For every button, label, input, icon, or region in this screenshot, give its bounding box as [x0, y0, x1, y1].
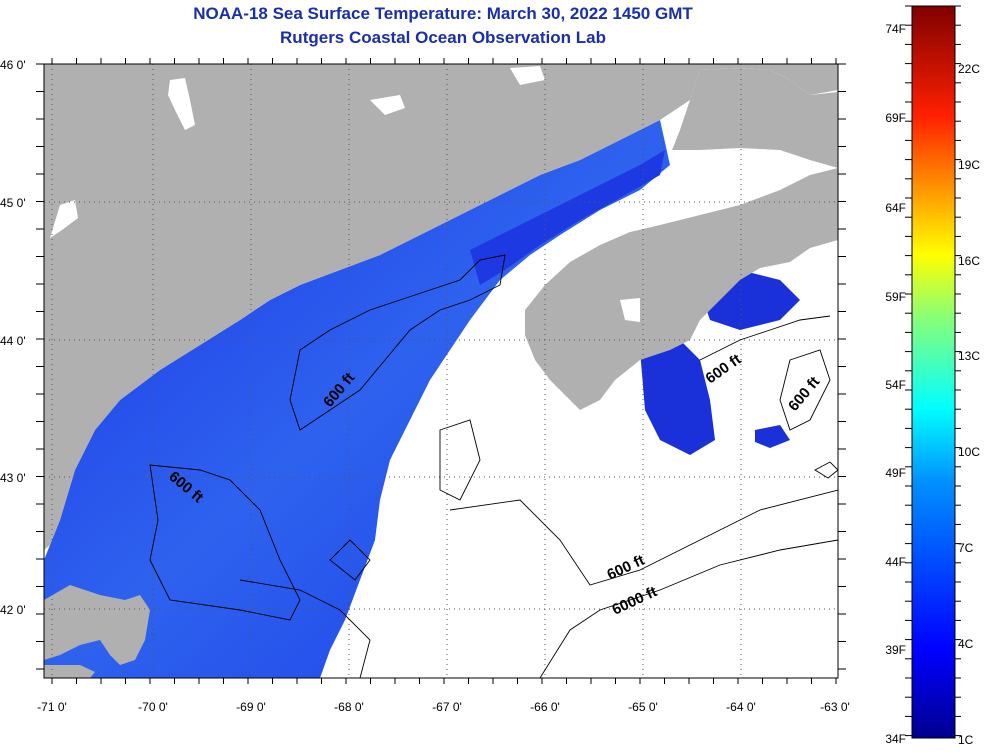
lon-label: -63 0': [820, 700, 850, 714]
land-lake: [50, 200, 78, 238]
colorbar-c-label: 16C: [958, 254, 980, 268]
land-cape-cod: [44, 585, 150, 665]
land-lake: [620, 298, 640, 322]
colorbar-f-label: 34F: [885, 732, 906, 746]
map-title: NOAA-18 Sea Surface Temperature: March 3…: [193, 4, 693, 23]
lon-label: -66 0': [530, 700, 560, 714]
land-lake: [510, 66, 545, 85]
lat-label: 44 0': [0, 334, 26, 348]
lat-label: 42 0': [0, 603, 26, 617]
colorbar-f-label: 69F: [885, 111, 906, 125]
colorbar-f-label: 54F: [885, 378, 906, 392]
lon-label: -68 0': [334, 700, 364, 714]
colorbar-f-label: 59F: [885, 290, 906, 304]
sst-bay-of-fundy: [470, 150, 665, 285]
colorbar-c-label: 22C: [958, 62, 980, 76]
land-northeast: [672, 68, 838, 168]
colorbar-f-labels: 74F 69F 64F 59F 54F 49F 44F 39F 34F: [885, 22, 906, 746]
colorbar-f-label: 64F: [885, 201, 906, 215]
lat-label: 46 0': [0, 58, 26, 72]
lat-label: 45 0': [0, 196, 26, 210]
sst-scotian-patch: [640, 340, 715, 455]
colorbar-c-labels: 22C 19C 16C 13C 10C 7C 4C 1C: [958, 62, 980, 747]
colorbar-f-label: 49F: [885, 466, 906, 480]
colorbar-c-label: 13C: [958, 349, 980, 363]
land-mainland: [44, 64, 838, 550]
land-nova-scotia: [525, 168, 838, 410]
colorbar-c-label: 19C: [958, 158, 980, 172]
colorbar-f-label: 44F: [885, 555, 906, 569]
colorbar-c-label: 1C: [958, 733, 974, 747]
land-islands: [44, 665, 95, 678]
colorbar-f-label: 39F: [885, 643, 906, 657]
map-panel: 600 ft 600 ft 600 ft 600 ft 600 ft 6000 …: [44, 64, 838, 678]
colorbar-c-label: 4C: [958, 637, 974, 651]
lon-label: -70 0': [138, 700, 168, 714]
colorbar-c-label: 10C: [958, 445, 980, 459]
sst-scotian-patch: [755, 425, 790, 448]
colorbar-ticks: [905, 5, 961, 737]
lon-label: -71 0': [37, 700, 67, 714]
colorbar-c-label: 7C: [958, 541, 974, 555]
land-lake: [680, 150, 790, 195]
latitude-labels: 46 0' 45 0' 44 0' 43 0' 42 0': [0, 58, 26, 617]
bathymetry-contours: [149, 254, 838, 678]
lon-label: -65 0': [628, 700, 658, 714]
tick-marks: [36, 58, 846, 684]
land-lake: [370, 95, 405, 115]
lon-label: -67 0': [432, 700, 462, 714]
lon-label: -69 0': [236, 700, 266, 714]
colorbar: [911, 5, 956, 739]
longitude-labels: -71 0' -70 0' -69 0' -68 0' -67 0' -66 0…: [37, 700, 850, 714]
lat-label: 43 0': [0, 471, 26, 485]
map-subtitle: Rutgers Coastal Ocean Observation Lab: [280, 28, 606, 47]
land-lake: [168, 78, 195, 130]
colorbar-f-label: 74F: [885, 22, 906, 36]
lon-label: -64 0': [726, 700, 756, 714]
map-frame: [43, 63, 839, 679]
